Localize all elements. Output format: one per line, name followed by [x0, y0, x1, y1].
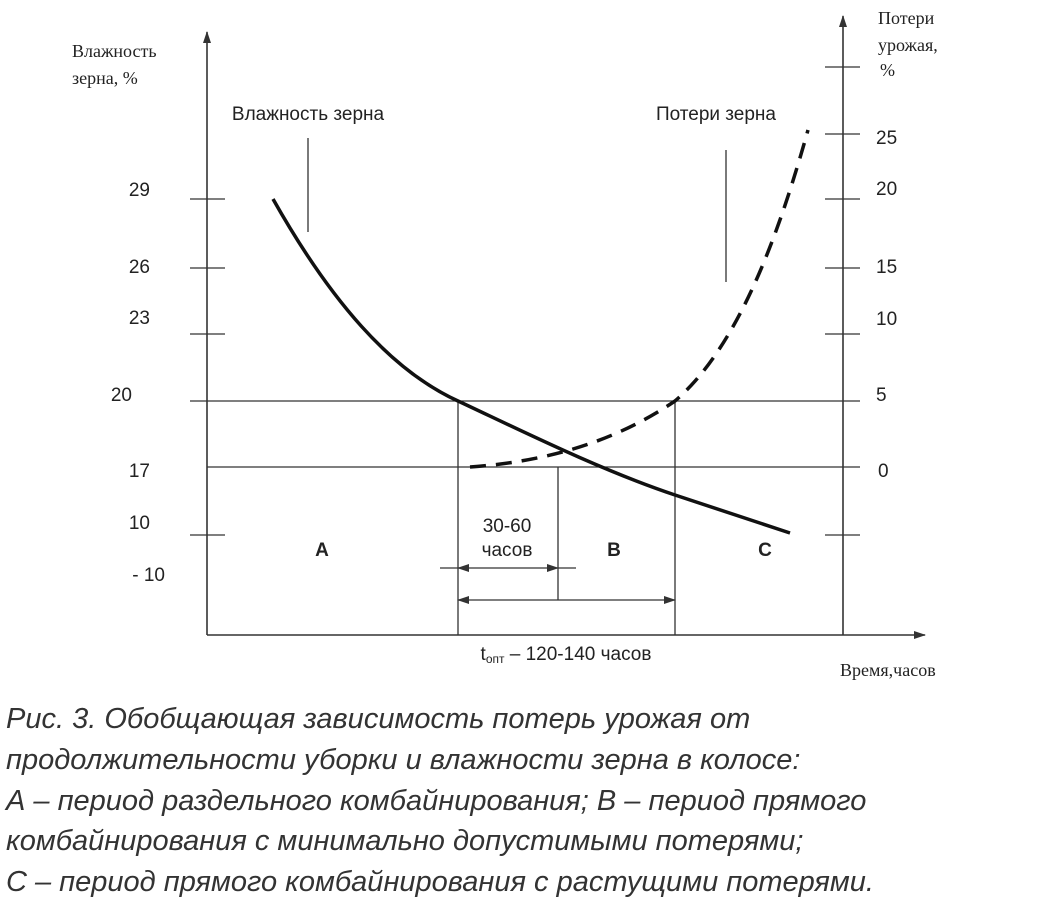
curve-label: Влажность зерна: [232, 104, 385, 125]
left-tick-label: 10: [129, 513, 150, 534]
subscript: опт: [486, 652, 505, 666]
region-label: A: [315, 540, 329, 561]
right-tick-label: 15: [876, 257, 897, 278]
losses-curve: [469, 129, 810, 469]
right-axis-title: %: [880, 60, 895, 80]
right-axis-title: Потери: [878, 8, 935, 28]
x-axis-title: Время,часов: [840, 660, 936, 680]
left-tick-label: - 10: [132, 565, 165, 586]
left-tick-label: 26: [129, 257, 150, 278]
left-axis-title: зерна, %: [72, 68, 138, 88]
interval-text: – 120-140 часов: [504, 644, 651, 665]
left-tick-label: 23: [129, 308, 150, 329]
region-label: B: [607, 540, 621, 561]
right-tick-label: 10: [876, 309, 897, 330]
left-ticks: [190, 198, 225, 536]
curve-label: Потери зерна: [656, 104, 776, 125]
caption-line: Рис. 3. Обобщающая зависимость потерь ур…: [6, 703, 750, 735]
moisture-curve: [271, 198, 791, 535]
right-tick-label: 20: [876, 179, 897, 200]
symbol: t: [481, 644, 487, 665]
right-tick-label: 25: [876, 128, 897, 149]
right-axis-title: урожая,: [878, 35, 938, 55]
reference-lines: [190, 138, 860, 635]
right-ticks: [825, 66, 860, 536]
right-tick-label: 0: [878, 461, 889, 482]
interval-label: часов: [482, 540, 533, 561]
left-tick-label: 29: [129, 180, 150, 201]
optimal-interval-label: tопт – 120-140 часов: [481, 644, 652, 666]
caption-line: С – период прямого комбайнирования с рас…: [6, 866, 874, 898]
caption-line: А – период раздельного комбайнирования; …: [4, 785, 866, 817]
left-tick-label: 17: [129, 461, 150, 482]
left-axis-title: Влажность: [72, 41, 157, 61]
caption-line: продолжительности уборки и влажности зер…: [6, 744, 800, 776]
right-tick-label: 5: [876, 385, 887, 406]
left-tick-label: 20: [111, 385, 132, 406]
caption-line: комбайнирования с минимально допустимыми…: [6, 825, 803, 857]
interval-label: 30-60: [483, 516, 532, 537]
region-label: C: [758, 540, 772, 561]
